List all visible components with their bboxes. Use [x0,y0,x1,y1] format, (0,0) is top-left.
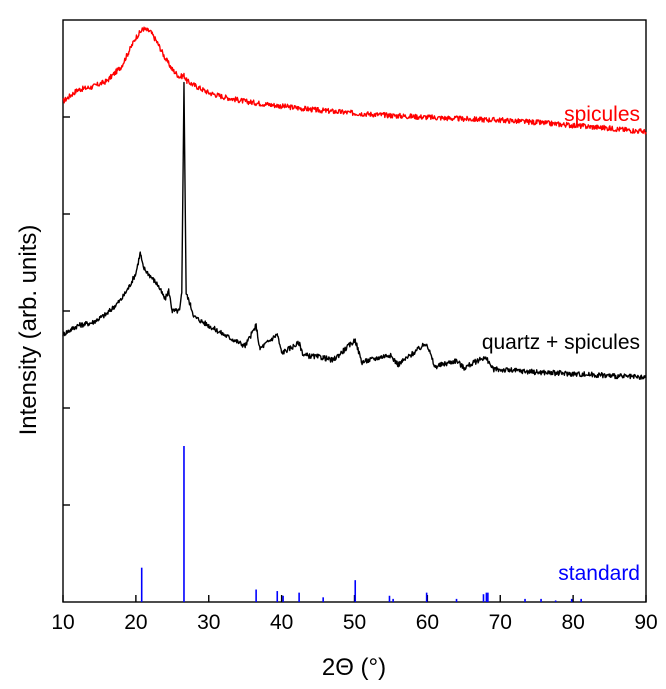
x-tick-label: 20 [124,611,147,634]
series-label-standard: standard [558,562,640,585]
standard-lines [140,446,582,602]
x-tick-label: 80 [561,611,584,634]
x-tick-label: 70 [489,611,512,634]
plot-frame [62,19,647,603]
series-line-quartz-spicules [62,81,647,380]
x-axis-ticks: 10 20 30 40 50 60 70 80 90 [51,595,658,634]
series-label-spicules: spicules [564,103,640,126]
x-tick-label: 90 [634,611,657,634]
series-line-spicules [62,26,647,135]
x-tick-label: 50 [343,611,366,634]
x-tick-label: 40 [270,611,293,634]
y-axis-ticks [63,116,70,506]
series-label-quartz-spicules: quartz + spicules [482,331,640,354]
y-axis-title: Intensity (arb. units) [15,225,42,436]
x-axis-title: 2Θ (°) [322,654,386,681]
x-tick-label: 60 [416,611,439,634]
x-tick-label: 30 [197,611,220,634]
series-layer [62,26,647,380]
x-tick-label: 10 [51,611,74,634]
